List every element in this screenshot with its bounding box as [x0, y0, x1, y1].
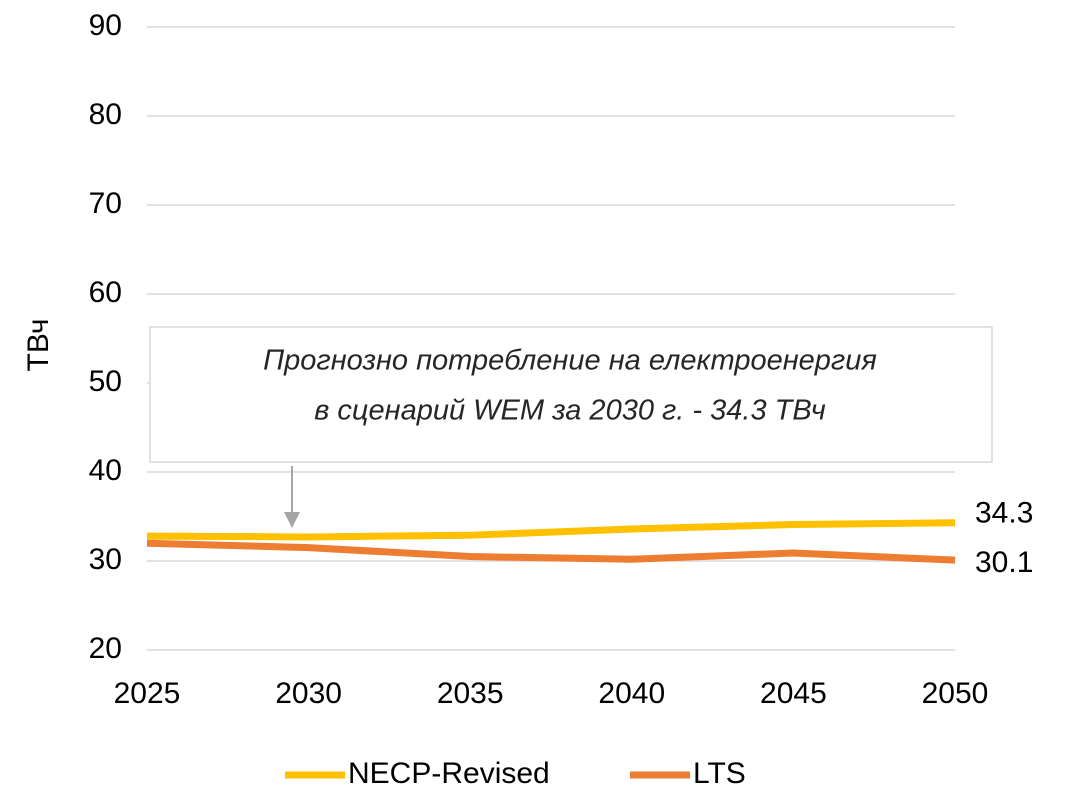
end-value-label: 30.1 [975, 546, 1033, 579]
x-tick-label: 2030 [275, 677, 342, 710]
end-value-label: 34.3 [975, 497, 1033, 530]
legend-label: LTS [693, 757, 746, 790]
x-tick-label: 2050 [922, 677, 989, 710]
series-line [146, 519, 956, 541]
x-tick-label: 2025 [114, 677, 181, 710]
annotation-text: в сценарий WEM за 2030 г. - 34.3 ТВч [314, 395, 826, 427]
series-line [146, 539, 956, 564]
y-axis-label: ТВч [22, 319, 55, 372]
y-tick-label: 50 [89, 365, 122, 398]
x-tick-label: 2035 [437, 677, 504, 710]
annotation-arrowhead [284, 512, 300, 528]
y-tick-label: 40 [89, 454, 122, 487]
y-tick-label: 70 [89, 187, 122, 220]
y-tick-label: 30 [89, 543, 122, 576]
x-tick-label: 2045 [760, 677, 827, 710]
annotation-text: Прогнозно потребление на електроенергия [263, 345, 877, 377]
y-tick-label: 20 [89, 632, 122, 665]
x-tick-label: 2040 [598, 677, 665, 710]
y-tick-label: 90 [89, 9, 122, 42]
legend-label: NECP-Revised [348, 757, 550, 790]
y-tick-label: 80 [89, 98, 122, 131]
y-tick-label: 60 [89, 276, 122, 309]
annotation-box [149, 326, 993, 463]
